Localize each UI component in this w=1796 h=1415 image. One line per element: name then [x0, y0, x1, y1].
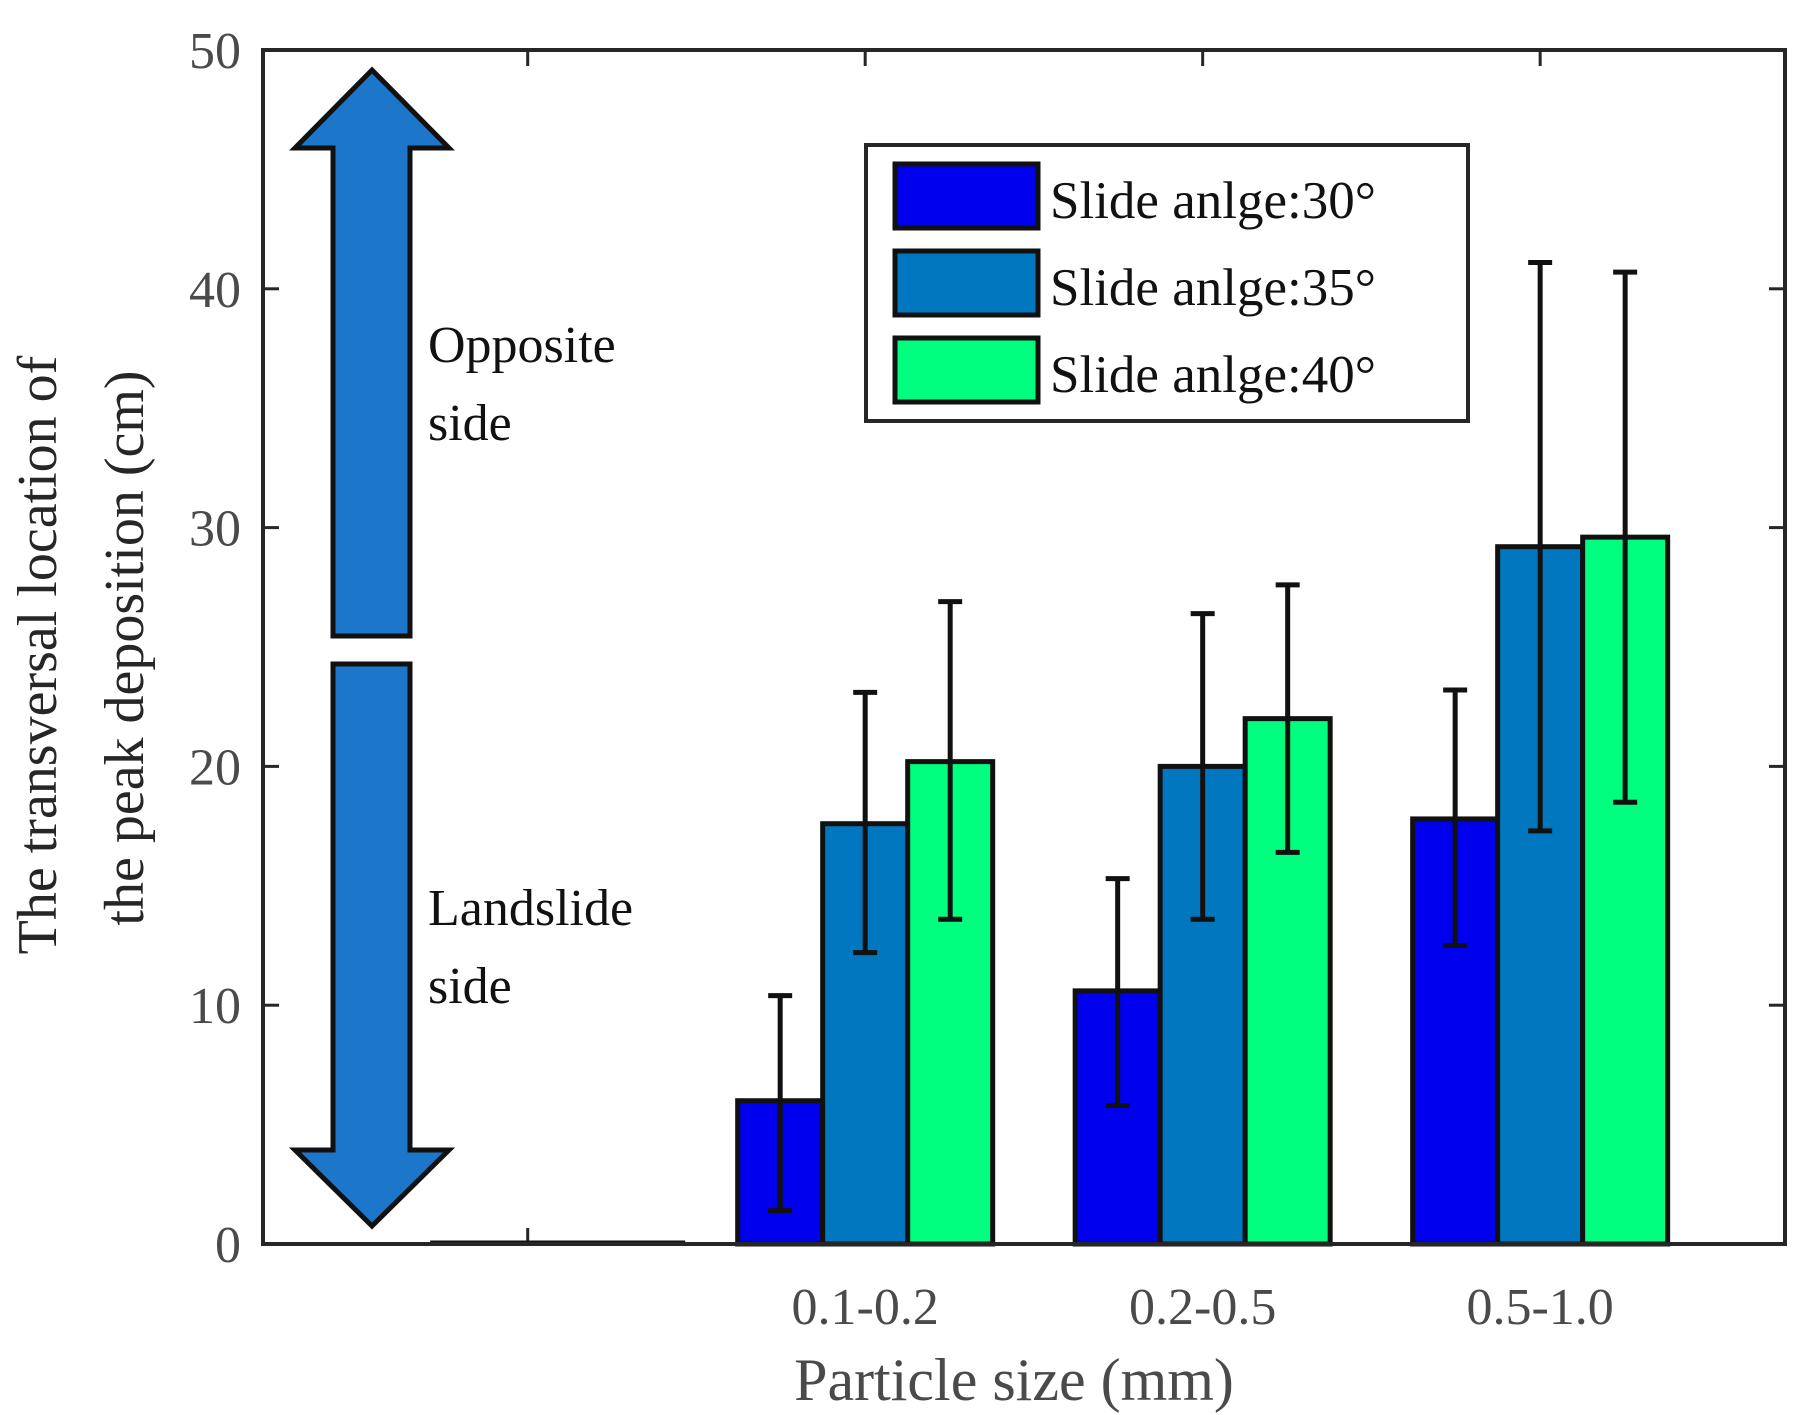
direction-arrows — [288, 66, 456, 1230]
legend: Slide anlge:30° Slide anlge:35° Slide an… — [864, 143, 1470, 423]
up-arrow — [289, 66, 455, 639]
legend-label-40: Slide anlge:40° — [1050, 346, 1376, 404]
y-tick-label: 20 — [189, 739, 241, 796]
landslide-side-line-2: side — [428, 958, 512, 1015]
y-tick-label: 50 — [189, 23, 241, 80]
landslide-side-line-1: Landslide — [428, 880, 633, 937]
bar-series — [430, 534, 1671, 1247]
y-tick-label: 10 — [189, 978, 241, 1035]
x-tick-label: 0.2-0.5 — [1129, 1279, 1276, 1336]
opposite-side-label: Opposite side — [428, 317, 629, 452]
error-bars — [768, 260, 1638, 1214]
opposite-side-line-1: Opposite — [428, 317, 616, 374]
y-tick-label: 0 — [215, 1217, 241, 1274]
landslide-side-label: Landslide side — [428, 880, 646, 1015]
x-tick-label: 0.5-1.0 — [1466, 1279, 1613, 1336]
legend-label-30: Slide anlge:30° — [1050, 172, 1376, 230]
down-arrow — [288, 661, 456, 1230]
legend-swatch-40 — [892, 335, 1041, 405]
y-tick-label: 40 — [189, 262, 241, 319]
plot-frame — [261, 48, 1787, 1246]
y-axis-title-line-1: The transversal location of — [7, 355, 69, 954]
legend-swatch-35 — [892, 248, 1041, 318]
y-axis-title: The transversal location of the peak dep… — [7, 342, 156, 955]
opposite-side-line-2: side — [428, 395, 512, 452]
legend-label-35: Slide anlge:35° — [1050, 259, 1376, 317]
y-axis-title-line-2: the peak deposition (cm) — [94, 370, 156, 925]
x-axis-title: Particle size (mm) — [794, 1347, 1234, 1413]
y-axis-ticks: 0 10 20 30 40 50 0.1-0.2 0.2-0.5 0.5-1.0 — [189, 23, 1785, 1336]
y-tick-label: 30 — [189, 501, 241, 558]
legend-swatch-30 — [892, 161, 1041, 231]
x-tick-label: 0.1-0.2 — [792, 1279, 939, 1336]
